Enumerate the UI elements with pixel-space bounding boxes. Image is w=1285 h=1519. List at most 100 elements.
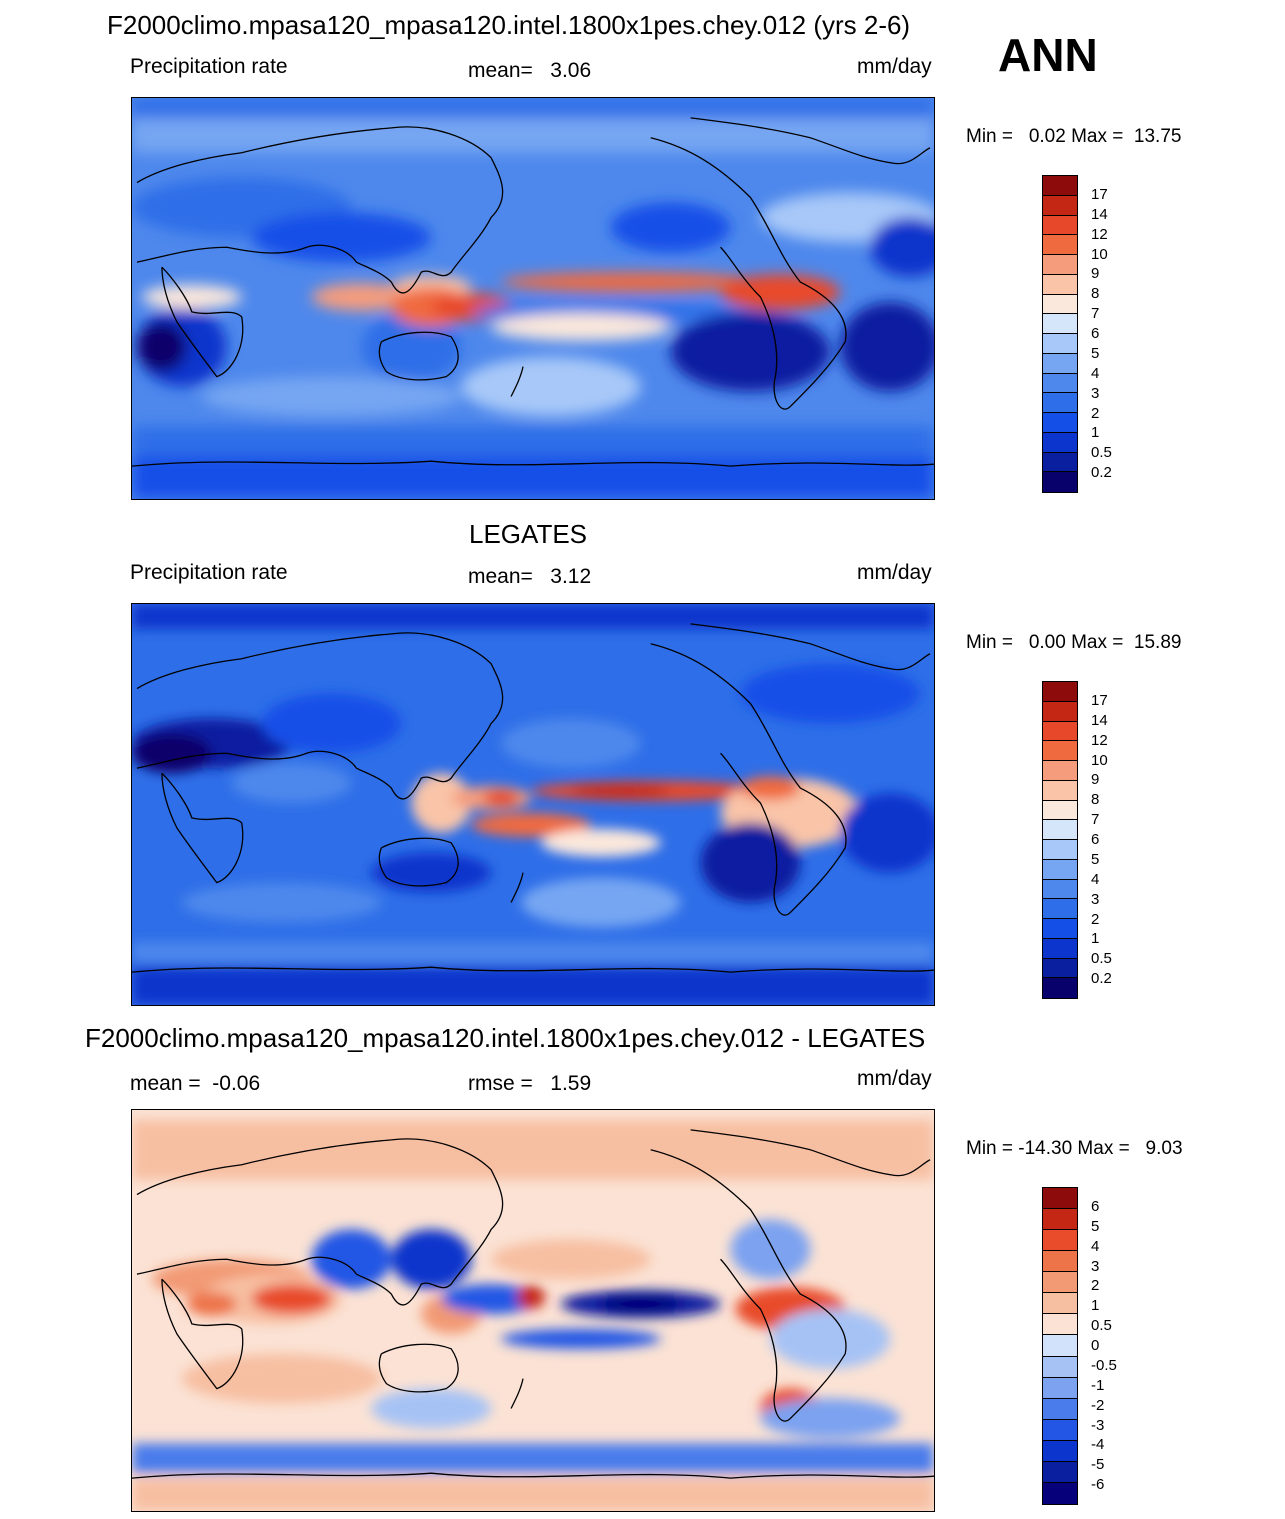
colorbar-tick-label: 10	[1091, 751, 1108, 769]
panel-1-minmax: Min = 0.02 Max = 13.75	[966, 126, 1182, 147]
colorbar-swatch	[1043, 1419, 1077, 1441]
colorbar-swatch	[1043, 721, 1077, 742]
panel-1-units-label: mm/day	[857, 55, 932, 78]
colorbar-tick-label: 17	[1091, 691, 1108, 709]
colorbar-tick-label: -2	[1091, 1396, 1105, 1414]
colorbar-swatch	[1043, 1377, 1077, 1399]
colorbar-swatch	[1043, 1209, 1077, 1231]
colorbar-swatch	[1043, 215, 1077, 236]
colorbar-tick-label: -4	[1091, 1436, 1105, 1454]
colorbar-swatch	[1043, 1335, 1077, 1357]
panel-3-rmse-label: rmse = 1.59	[468, 1072, 592, 1095]
panel-1-mean-label: mean= 3.06	[468, 59, 592, 82]
colorbar-tick-label: 1	[1091, 1297, 1100, 1315]
colorbar-tick-label: 0	[1091, 1337, 1100, 1354]
colorbar-swatch	[1043, 1314, 1077, 1336]
colorbar-swatch	[1043, 938, 1077, 959]
colorbar-tick-label: 5	[1091, 344, 1100, 362]
panel-3-mean-label: mean = -0.06	[130, 1072, 261, 1095]
colorbar-tick-label: 7	[1091, 305, 1100, 323]
colorbar-tick-label: 2	[1091, 910, 1100, 928]
panel-1-map	[131, 97, 935, 500]
colorbar-swatch	[1043, 373, 1077, 394]
colorbar-swatch	[1043, 1230, 1077, 1252]
colorbar-swatch	[1043, 899, 1077, 919]
panel-3-colorbar	[1042, 1187, 1078, 1505]
colorbar-tick-label: 6	[1091, 325, 1100, 342]
colorbar-swatch	[1043, 1188, 1077, 1210]
colorbar-tick-label: 4	[1091, 870, 1100, 888]
colorbar-tick-label: 8	[1091, 791, 1100, 809]
panel-3-units-label: mm/day	[857, 1067, 932, 1090]
colorbar-tick-label: 3	[1091, 384, 1100, 402]
colorbar-tick-label: 0.2	[1091, 970, 1112, 988]
colorbar-swatch	[1043, 314, 1077, 334]
colorbar-tick-label: 3	[1091, 1257, 1100, 1275]
colorbar-tick-label: 4	[1091, 364, 1100, 382]
colorbar-swatch	[1043, 195, 1077, 216]
panel-2-map	[131, 603, 935, 1006]
colorbar-swatch	[1043, 393, 1077, 413]
colorbar-tick-label: 5	[1091, 850, 1100, 868]
colorbar-tick-label: 1	[1091, 930, 1100, 948]
colorbar-swatch	[1043, 919, 1077, 939]
colorbar-swatch	[1043, 274, 1077, 295]
colorbar-swatch	[1043, 859, 1077, 880]
colorbar-swatch	[1043, 472, 1077, 492]
colorbar-tick-label: 9	[1091, 265, 1100, 283]
colorbar-tick-label: 8	[1091, 285, 1100, 303]
colorbar-tick-label: 9	[1091, 771, 1100, 789]
colorbar-swatch	[1043, 1398, 1077, 1420]
colorbar-tick-label: 6	[1091, 1197, 1100, 1215]
colorbar-swatch	[1043, 741, 1077, 761]
colorbar-tick-label: 0.2	[1091, 464, 1112, 482]
colorbar-swatch	[1043, 235, 1077, 255]
panel-2-units-label: mm/day	[857, 561, 932, 584]
colorbar-tick-label: 12	[1091, 225, 1108, 243]
colorbar-swatch	[1043, 432, 1077, 453]
colorbar-swatch	[1043, 701, 1077, 722]
colorbar-swatch	[1043, 761, 1077, 781]
panel-3-minmax: Min = -14.30 Max = 9.03	[966, 1138, 1183, 1159]
colorbar-tick-label: 0.5	[1091, 1317, 1112, 1335]
colorbar-swatch	[1043, 452, 1077, 473]
colorbar-tick-label: 17	[1091, 185, 1108, 203]
panel-2-colorbar	[1042, 681, 1078, 999]
colorbar-tick-label: 2	[1091, 1277, 1100, 1295]
colorbar-tick-label: 14	[1091, 205, 1108, 223]
colorbar-swatch	[1043, 255, 1077, 275]
colorbar-tick-label: -1	[1091, 1376, 1105, 1394]
season-label: ANN	[998, 29, 1098, 81]
colorbar-swatch	[1043, 1251, 1077, 1273]
colorbar-swatch	[1043, 1272, 1077, 1294]
colorbar-swatch	[1043, 682, 1077, 702]
colorbar-tick-label: -5	[1091, 1456, 1105, 1474]
colorbar-tick-label: 0.5	[1091, 444, 1112, 462]
colorbar-swatch	[1043, 353, 1077, 374]
panel-1-variable-label: Precipitation rate	[130, 55, 288, 78]
colorbar-tick-label: -3	[1091, 1416, 1105, 1434]
colorbar-swatch	[1043, 176, 1077, 196]
panel-3-map	[131, 1109, 935, 1512]
panel-2-variable-label: Precipitation rate	[130, 561, 288, 584]
colorbar-swatch	[1043, 1293, 1077, 1315]
colorbar-swatch	[1043, 1482, 1077, 1504]
panel-2-mean-label: mean= 3.12	[468, 565, 592, 588]
panel-2-title: LEGATES	[469, 519, 588, 549]
colorbar-tick-label: 10	[1091, 245, 1108, 263]
colorbar-tick-label: -6	[1091, 1476, 1105, 1494]
colorbar-swatch	[1043, 413, 1077, 433]
panel-2-minmax: Min = 0.00 Max = 15.89	[966, 632, 1182, 653]
colorbar-swatch	[1043, 1461, 1077, 1483]
colorbar-swatch	[1043, 879, 1077, 900]
colorbar-swatch	[1043, 294, 1077, 315]
panel-1-colorbar	[1042, 175, 1078, 493]
colorbar-swatch	[1043, 334, 1077, 354]
colorbar-tick-label: 14	[1091, 711, 1108, 729]
colorbar-swatch	[1043, 800, 1077, 821]
colorbar-tick-label: 2	[1091, 404, 1100, 422]
colorbar-swatch	[1043, 820, 1077, 840]
colorbar-swatch	[1043, 978, 1077, 998]
colorbar-tick-label: 3	[1091, 890, 1100, 908]
colorbar-tick-label: -0.5	[1091, 1356, 1117, 1374]
